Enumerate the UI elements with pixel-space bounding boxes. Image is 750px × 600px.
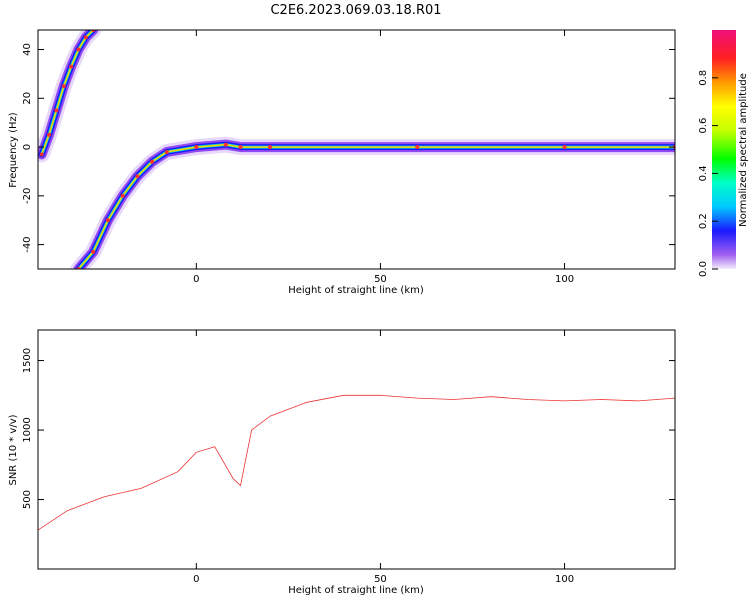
colorbar-label: Normalized spectral amplitude	[738, 73, 749, 227]
spectrogram-peak-0-5	[76, 47, 81, 52]
spectrogram-peak-0-6	[83, 35, 88, 40]
snr-series-line	[37, 394, 676, 531]
snr-y-tick-label-0: 1500	[22, 348, 33, 373]
spectrogram-x-tick-label-0: 0	[193, 274, 199, 285]
snr-x-tick-label-0: 0	[193, 574, 199, 585]
snr-y-ticks: 1500 1000 500	[22, 348, 675, 509]
snr-x-tick-label-1: 50	[374, 574, 387, 585]
colorbar-ticks: 0.0 0.2 0.4 0.6 0.8	[698, 70, 718, 277]
colorbar-gradient	[712, 30, 736, 269]
colorbar-tick-label-2: 0.4	[698, 165, 709, 181]
spectrogram-peak-1-12	[562, 145, 567, 150]
spectrogram-peak-0-3	[61, 84, 66, 89]
spectrogram-x-label: Height of straight line (km)	[288, 285, 424, 296]
snr-x-tick-label-2: 100	[555, 574, 574, 585]
colorbar-tick-label-0: 0.0	[698, 261, 709, 277]
spectrogram-panel: 0 50 100 40 20 0 -20 -40 Height of straight li…	[8, 29, 676, 296]
figure-title: C2E6.2023.069.03.18.R01	[270, 3, 441, 18]
spectrogram-x-tick-label-1: 50	[374, 274, 387, 285]
spectrogram-peak-0-1	[47, 132, 52, 137]
spectrogram-ridge-1-layer-4	[77, 143, 675, 269]
spectrogram-peak-1-1	[91, 249, 96, 254]
spectrogram-y-ticks: 40 20 0 -20 -40	[22, 43, 675, 253]
snr-plot-area	[38, 330, 675, 569]
snr-panel: 0 50 100 1500 1000 500 Height of straight li…	[8, 329, 676, 596]
spectrogram-peak-1-2	[105, 218, 110, 223]
snr-frame	[37, 329, 676, 570]
spectrogram-frame	[37, 29, 676, 270]
spectrogram-y-tick-label-0: 40	[22, 43, 33, 56]
spectrogram-x-ticks: 0 50 100	[193, 30, 574, 285]
spectrogram-peak-1-9	[238, 145, 243, 150]
spectrogram-peak-1-11	[415, 145, 420, 150]
colorbar: 0.0 0.2 0.4 0.6 0.8 Normalized spectral ampl…	[698, 30, 749, 277]
spectrogram-peak-1-4	[135, 174, 140, 179]
snr-x-ticks: 0 50 100	[193, 330, 574, 585]
colorbar-tick-label-3: 0.6	[698, 118, 709, 134]
colorbar-tick-label-1: 0.2	[698, 213, 709, 229]
snr-y-tick-label-1: 1000	[22, 417, 33, 442]
spectrogram-y-tick-label-2: 0	[22, 144, 33, 150]
spectrogram-y-tick-label-1: 20	[22, 92, 33, 105]
spectrogram-peak-1-7	[194, 145, 199, 150]
snr-x-label: Height of straight line (km)	[288, 585, 424, 596]
spectrogram-y-tick-label-4: -40	[22, 236, 33, 252]
spectrogram-peak-0-2	[54, 108, 59, 113]
spectrogram-y-label: Frequency (Hz)	[8, 112, 19, 188]
spectrogram-x-tick-label-2: 100	[555, 274, 574, 285]
spectrogram-peak-1-5	[150, 159, 155, 164]
spectrogram-marks	[38, 30, 675, 269]
spectrogram-peak-1-6	[164, 149, 169, 154]
colorbar-tick-label-4: 0.8	[698, 70, 709, 86]
spectrogram-peak-0-4	[69, 64, 74, 69]
snr-y-label: SNR (10 * v/v)	[8, 414, 19, 485]
snr-y-tick-label-2: 500	[22, 490, 33, 509]
spectrogram-peak-0-0	[39, 152, 44, 157]
spectrogram-peak-1-3	[120, 193, 125, 198]
spectrogram-peak-1-8	[223, 142, 228, 147]
spectrogram-peak-1-10	[267, 145, 272, 150]
spectrogram-y-tick-label-3: -20	[22, 188, 33, 204]
spectrogram-ridge-0-layer-4	[40, 30, 94, 156]
